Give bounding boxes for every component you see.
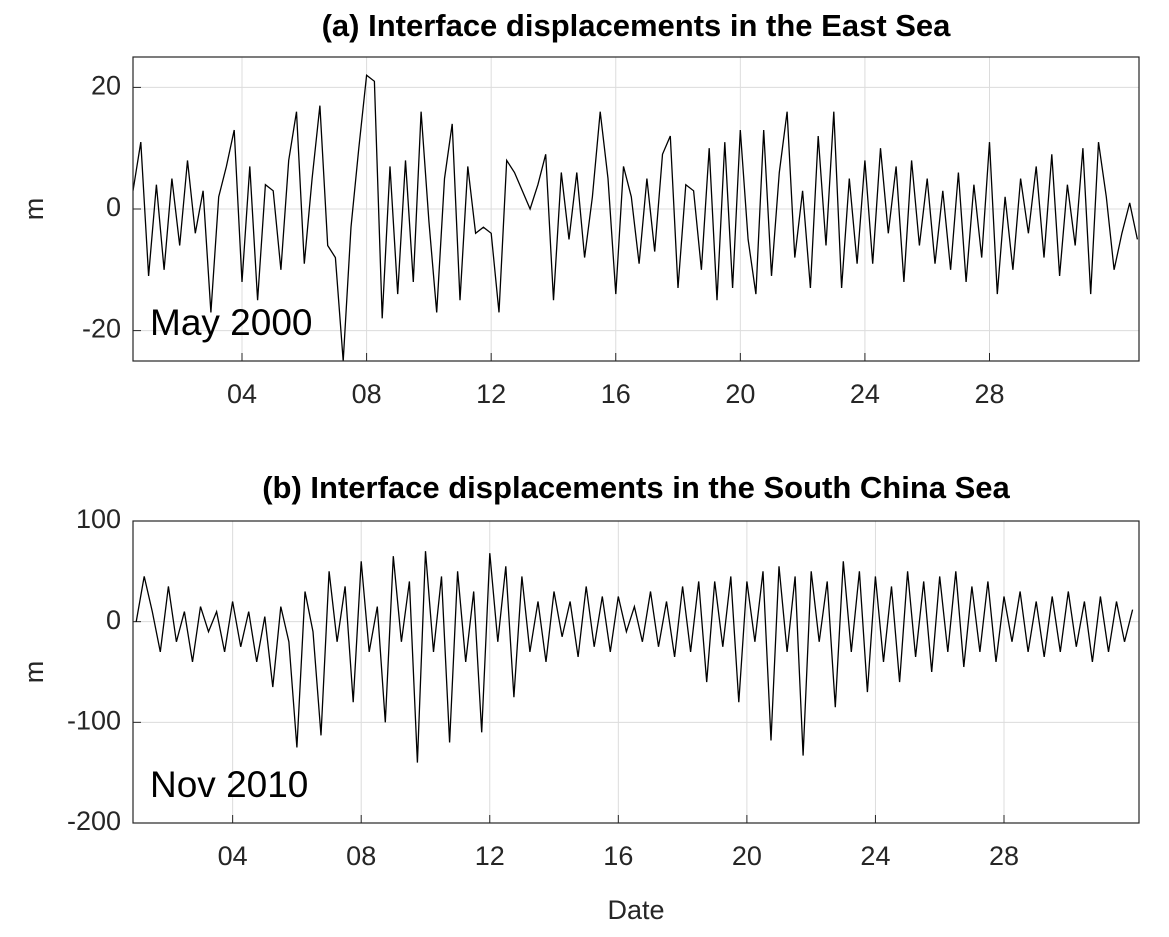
y-axis-label: m: [19, 661, 49, 684]
chart-title: (a) Interface displacements in the East …: [322, 8, 952, 43]
y-tick-label: -200: [67, 806, 121, 836]
annotation: May 2000: [150, 302, 313, 343]
y-tick-label: 0: [106, 192, 121, 222]
x-tick-label: 04: [227, 379, 257, 409]
x-tick-label: 16: [601, 379, 631, 409]
y-tick-label: 100: [76, 504, 121, 534]
x-tick-label: 08: [346, 841, 376, 871]
x-tick-label: 12: [476, 379, 506, 409]
x-tick-label: 04: [218, 841, 248, 871]
x-tick-label: 24: [860, 841, 890, 871]
y-tick-label: 20: [91, 71, 121, 101]
panel: 04 08 12 16 20 24 28 -20 0 20 (a) Interface displa…: [19, 8, 1140, 409]
y-tick-label: 0: [106, 605, 121, 635]
data-line: [135, 551, 1134, 763]
y-tick-label: -20: [82, 314, 121, 344]
x-tick-label: 08: [352, 379, 382, 409]
chart-title: (b) Interface displacements in the South…: [262, 470, 1010, 505]
x-tick-label: 28: [974, 379, 1004, 409]
data-line: [133, 73, 1139, 361]
panel: 04 08 12 16 20 24 28 -200 -100 0 100 (b) Interface …: [19, 470, 1140, 925]
plot-frame: [132, 520, 1140, 824]
x-tick-label: 16: [603, 841, 633, 871]
x-tick-label: 12: [475, 841, 505, 871]
y-axis-label: m: [19, 198, 49, 221]
plot-frame: [132, 56, 1140, 362]
x-axis-label: Date: [607, 895, 664, 925]
x-tick-label: 20: [725, 379, 755, 409]
y-tick-label: -100: [67, 705, 121, 735]
x-tick-label: 24: [850, 379, 880, 409]
x-tick-label: 28: [989, 841, 1019, 871]
x-tick-label: 20: [732, 841, 762, 871]
annotation: Nov 2010: [150, 764, 308, 805]
